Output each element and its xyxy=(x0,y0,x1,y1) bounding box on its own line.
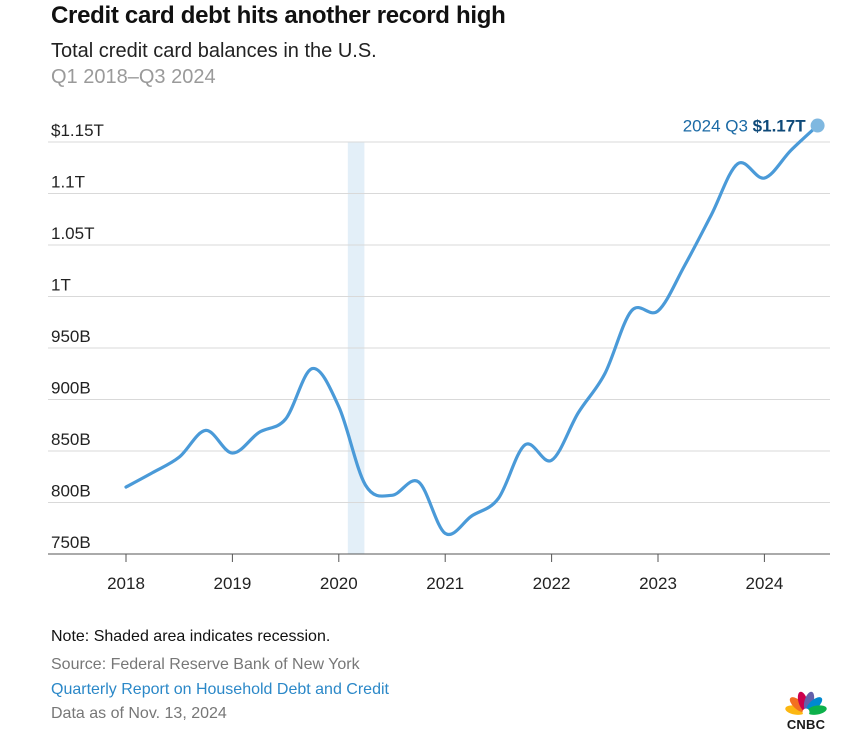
data-point-2020-q1 xyxy=(337,405,341,409)
source-text: Source: Federal Reserve Bank of New York xyxy=(51,656,360,673)
data-point-2020-q4 xyxy=(417,480,421,484)
x-tick-label: 2024 xyxy=(745,574,783,593)
data-point-2022-q2 xyxy=(576,411,580,415)
data-point-2018-q4 xyxy=(204,428,208,432)
cnbc-logo: CNBC xyxy=(781,684,831,732)
data-point-2024-q2 xyxy=(789,148,793,152)
data-point-2020-q2 xyxy=(363,483,367,487)
data-point-2019-q1 xyxy=(230,451,234,455)
y-tick-label: $1.15T xyxy=(51,121,104,140)
chart-title: Credit card debt hits another record hig… xyxy=(51,2,506,29)
data-point-2023-q4 xyxy=(736,162,740,166)
balance-series-line xyxy=(124,123,820,537)
y-tick-label: 1T xyxy=(51,276,71,295)
x-tick-label: 2021 xyxy=(426,574,464,593)
date-range: Q1 2018–Q3 2024 xyxy=(51,66,216,88)
x-axis-ticks: 2018 2019 2020 2021 2022 2023 2024 xyxy=(107,554,783,593)
y-axis-ticks: 750B 800B 850B 900B 950B 1T 1.05T 1.1T $1.15T xyxy=(51,121,104,552)
y-tick-label: 1.1T xyxy=(51,173,85,192)
x-tick-label: 2018 xyxy=(107,574,145,593)
x-tick-label: 2023 xyxy=(639,574,677,593)
data-point-2023-q3 xyxy=(709,213,713,217)
data-point-2018-q1 xyxy=(124,485,128,489)
line-chart: 750B 800B 850B 900B 950B 1T 1.05T 1.1T $1.15T 20… xyxy=(48,117,830,593)
data-point-2019-q4 xyxy=(310,367,314,371)
y-tick-label: 750B xyxy=(51,533,91,552)
data-point-2019-q2 xyxy=(257,430,261,434)
chart-subtitle: Total credit card balances in the U.S. xyxy=(51,40,377,62)
latest-value-amount: $1.17T xyxy=(753,117,807,136)
gridlines xyxy=(48,141,830,555)
x-tick-label: 2022 xyxy=(533,574,571,593)
data-point-2021-q4 xyxy=(523,443,527,447)
latest-value-dot xyxy=(810,118,825,133)
data-point-2018-q2 xyxy=(151,471,155,475)
data-point-2018-q3 xyxy=(177,455,181,459)
data-point-2019-q3 xyxy=(284,417,288,421)
data-point-2022-q1 xyxy=(550,458,554,462)
cnbc-logo-text: CNBC xyxy=(786,717,826,732)
x-tick-label: 2020 xyxy=(320,574,358,593)
source-report-link[interactable]: Quarterly Report on Household Debt and C… xyxy=(51,681,389,698)
y-tick-label: 800B xyxy=(51,482,91,501)
y-tick-label: 850B xyxy=(51,430,91,449)
x-tick-label: 2019 xyxy=(213,574,251,593)
data-point-2022-q4 xyxy=(629,309,633,313)
data-point-2020-q3 xyxy=(390,493,394,497)
latest-value-label: 2024 Q3 $1.17T xyxy=(683,117,806,136)
data-point-2021-q3 xyxy=(496,496,500,500)
y-tick-label: 1.05T xyxy=(51,224,94,243)
data-point-2021-q2 xyxy=(470,514,474,518)
data-point-2021-q1 xyxy=(443,531,447,535)
y-tick-label: 950B xyxy=(51,327,91,346)
data-as-of: Data as of Nov. 13, 2024 xyxy=(51,705,227,722)
latest-period-label: 2024 Q3 xyxy=(683,117,753,136)
data-point-2023-q2 xyxy=(683,264,687,268)
y-tick-label: 900B xyxy=(51,379,91,398)
cnbc-peacock-icon xyxy=(785,691,827,716)
data-point-2024-q1 xyxy=(762,176,766,180)
recession-note: Note: Shaded area indicates recession. xyxy=(51,628,331,645)
data-point-2022-q3 xyxy=(603,372,607,376)
series-layer xyxy=(124,123,820,537)
data-point-2023-q1 xyxy=(656,309,660,313)
latest-value-annotation: 2024 Q3 $1.17T xyxy=(683,117,825,136)
